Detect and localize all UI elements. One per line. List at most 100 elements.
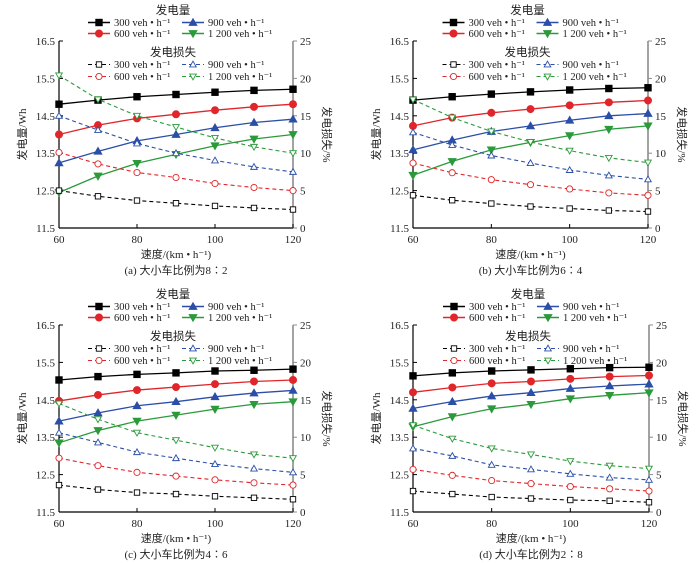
- legend-marker: [542, 30, 553, 39]
- data-point: [94, 372, 102, 381]
- legend-label: 1 200 veh • h⁻¹: [563, 313, 627, 324]
- data-point: [643, 122, 653, 131]
- data-point: [55, 148, 63, 157]
- data-point: [54, 400, 64, 408]
- data-point: [565, 115, 575, 124]
- legend-item-loss-300: 300 veh • h⁻¹: [88, 344, 170, 355]
- y-tick-label: 11.5: [390, 507, 409, 519]
- data-point: [54, 416, 64, 425]
- data-point: [566, 458, 575, 466]
- x-tick-label: 100: [561, 234, 578, 246]
- legend-power-title: 发电量: [156, 287, 191, 301]
- legend-item-loss-1200: 1 200 veh • h⁻¹: [537, 356, 627, 367]
- data-point: [487, 108, 496, 117]
- data-point: [133, 93, 141, 101]
- legend-item-power-600: 600 veh • h⁻¹: [443, 313, 525, 324]
- legend-label: 300 veh • h⁻¹: [469, 302, 525, 313]
- legend-item-loss-1200: 1 200 veh • h⁻¹: [182, 356, 272, 367]
- data-point: [488, 493, 495, 501]
- data-point: [211, 493, 219, 500]
- data-point: [54, 72, 64, 80]
- series-power-900: [54, 385, 298, 425]
- legend-label: 300 veh • h⁻¹: [114, 344, 170, 355]
- x-tick-label: 60: [54, 518, 66, 530]
- panel-caption: (d) 大小车比例为2∶8: [479, 547, 583, 561]
- legend-power-title: 发电量: [510, 3, 545, 17]
- data-point: [249, 162, 259, 170]
- data-point: [604, 171, 613, 179]
- series-loss-1200: [408, 96, 653, 167]
- legend-label: 600 veh • h⁻¹: [114, 29, 170, 40]
- data-point: [487, 151, 496, 159]
- data-point: [604, 154, 613, 163]
- legend-label: 900 veh • h⁻¹: [563, 344, 619, 355]
- data-point: [93, 146, 103, 155]
- data-point: [527, 495, 535, 502]
- data-point: [449, 197, 456, 204]
- data-point: [565, 383, 575, 392]
- legend-item-power-1200: 1 200 veh • h⁻¹: [537, 313, 627, 324]
- data-point: [249, 117, 259, 126]
- legend-marker: [188, 357, 198, 365]
- x-axis-title: 速度/(km • h⁻¹): [141, 247, 212, 261]
- data-point: [55, 454, 63, 462]
- legend-item-power-600: 600 veh • h⁻¹: [88, 313, 170, 324]
- x-tick-label: 100: [207, 234, 224, 246]
- data-point: [566, 205, 573, 212]
- data-point: [172, 490, 180, 498]
- legend-power-title: 发电量: [511, 287, 546, 301]
- legend-item-loss-600: 600 veh • h⁻¹: [442, 72, 525, 83]
- series-line: [58, 133, 294, 194]
- data-point: [171, 453, 181, 462]
- legend-marker: [95, 302, 103, 311]
- legend-item-power-1200: 1 200 veh • h⁻¹: [182, 313, 272, 324]
- data-point: [94, 486, 102, 493]
- data-point: [132, 112, 142, 121]
- series-loss-900: [408, 128, 653, 183]
- y2-axis-title: 发电损失/%: [320, 106, 334, 162]
- data-point: [605, 372, 614, 381]
- series-line: [412, 162, 649, 196]
- data-point: [527, 203, 534, 210]
- series-loss-900: [408, 444, 654, 483]
- data-point: [55, 100, 63, 108]
- data-point: [172, 383, 180, 392]
- legend-label: 300 veh • h⁻¹: [114, 18, 170, 29]
- data-point: [171, 129, 181, 138]
- data-point: [645, 363, 653, 371]
- legend-marker: [95, 18, 103, 27]
- data-point: [289, 375, 297, 384]
- legend-label: 1 200 veh • h⁻¹: [563, 72, 627, 83]
- y-tick-label: 12.5: [36, 470, 56, 482]
- data-point: [54, 428, 64, 436]
- data-point: [250, 494, 258, 501]
- series-power-1200: [408, 122, 653, 181]
- y2-axis-title: 发电损失/%: [676, 390, 690, 446]
- legend-item-loss-300: 300 veh • h⁻¹: [443, 344, 525, 355]
- data-point: [488, 200, 495, 207]
- data-point: [409, 192, 417, 199]
- legend-item-loss-900: 900 veh • h⁻¹: [537, 344, 619, 355]
- series-loss-600: [55, 148, 297, 195]
- data-point: [643, 159, 653, 167]
- data-point: [250, 366, 258, 374]
- chart-panel-b: 11.5 12.5 13.5 14.5 15.5 16.5 0 5 10 15 20 25 60 80 10…: [369, 3, 689, 277]
- y-tick-label: 13.5: [390, 432, 410, 444]
- data-point: [288, 398, 298, 407]
- y2-tick-label: 5: [300, 470, 306, 482]
- data-point: [132, 139, 142, 147]
- legend-item-power-900: 900 veh • h⁻¹: [537, 301, 619, 313]
- legend-marker: [543, 357, 553, 365]
- legend-label: 1 200 veh • h⁻¹: [208, 313, 272, 324]
- data-point: [566, 483, 574, 491]
- data-point: [448, 369, 457, 377]
- legend-item-power-900: 900 veh • h⁻¹: [536, 17, 619, 29]
- data-point: [606, 485, 614, 493]
- data-point: [525, 121, 536, 130]
- legend-marker: [188, 60, 198, 68]
- data-point: [288, 167, 298, 175]
- y2-tick-label: 15: [656, 395, 668, 407]
- data-point: [172, 369, 180, 377]
- y2-tick-label: 25: [300, 320, 312, 332]
